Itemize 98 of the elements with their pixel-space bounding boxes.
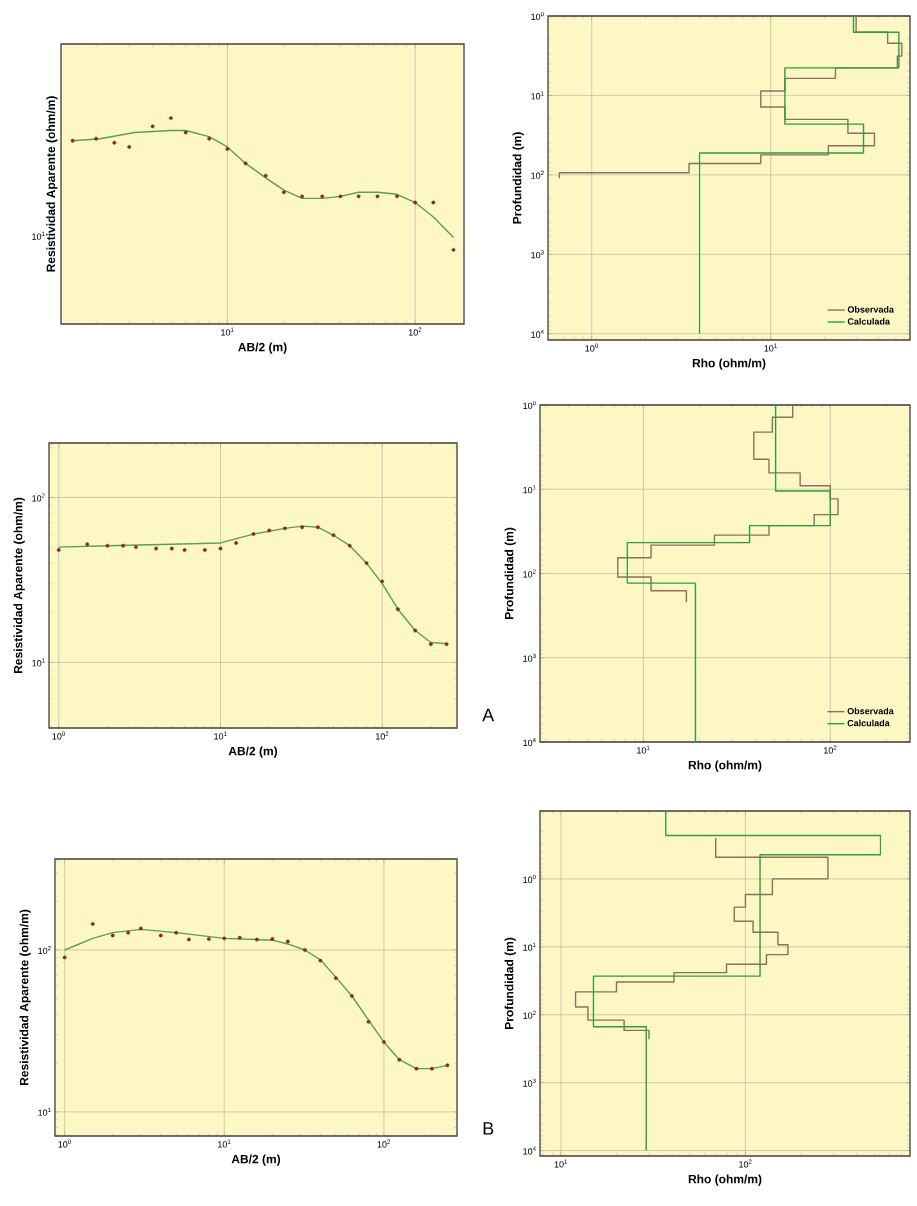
text: A	[482, 708, 495, 722]
point	[202, 548, 207, 552]
y-tick-label: 10$^{1}$	[531, 91, 544, 100]
point	[121, 543, 126, 548]
y-axis-title: Profundidad (m)	[512, 132, 524, 224]
y-tick-label: 10$^{3}$	[523, 653, 536, 662]
point	[154, 546, 159, 551]
x-tick-label: 10$^{2}$	[377, 1139, 391, 1148]
point	[222, 936, 227, 941]
x-axis-title: Rho (ohm/m)	[688, 1174, 762, 1186]
point	[331, 533, 336, 538]
y-axis-title: Resistividad Aparente (ohm/m)	[13, 497, 25, 674]
legend-label: Calculada	[847, 719, 890, 727]
point	[300, 194, 305, 199]
point	[303, 948, 307, 952]
point	[126, 930, 131, 935]
point	[105, 543, 110, 548]
y-tick-label: 10$^{4}$	[523, 737, 536, 747]
point	[112, 140, 117, 145]
x-tick-label: 10$^{1}$	[218, 1139, 231, 1148]
legend-label: Observada	[847, 306, 894, 313]
point	[364, 561, 369, 565]
point	[234, 541, 239, 545]
point	[267, 528, 272, 533]
point	[347, 543, 352, 548]
x-tick-label: 10$^{0}$	[58, 1139, 71, 1148]
x-axis-title: Rho (ohm/m)	[688, 760, 762, 772]
y-tick-label: 10$^{1}$	[523, 485, 536, 494]
point	[237, 935, 242, 940]
y-tick-label: 10$^{4}$	[523, 1146, 536, 1155]
point	[174, 930, 179, 935]
point	[110, 933, 115, 938]
y-tick-label: 10$^{2}$	[523, 569, 536, 578]
point	[282, 526, 287, 531]
point	[338, 194, 343, 199]
point	[150, 124, 155, 129]
point	[318, 958, 323, 963]
point	[251, 532, 256, 536]
point	[349, 994, 354, 998]
y-axis-title: Resistividad Aparente (ohm/m)	[19, 909, 31, 1086]
point	[315, 525, 320, 530]
x-axis-title: AB/2 (m)	[231, 1154, 281, 1166]
point	[158, 933, 163, 938]
x-axis-title: AB/2 (m)	[238, 342, 287, 354]
point	[413, 628, 418, 633]
legend-label: Observada	[847, 707, 894, 715]
point	[428, 642, 433, 647]
point	[169, 546, 174, 551]
y-axis-title: Profundidad (m)	[504, 527, 516, 620]
point	[444, 642, 449, 647]
point	[395, 607, 400, 612]
y-tick-label: 10$^{0}$	[523, 874, 536, 883]
point	[413, 200, 418, 205]
legend-label: Calculada	[847, 318, 890, 325]
y-tick-label: 10$^{2}$	[38, 945, 51, 955]
x-tick-label: 10$^{1}$	[214, 731, 227, 740]
point	[218, 546, 223, 551]
y-tick-label: 10$^{2}$	[523, 1010, 536, 1019]
point	[382, 1040, 386, 1044]
point	[375, 194, 380, 199]
point	[333, 976, 338, 981]
point	[207, 136, 212, 141]
point	[320, 194, 325, 199]
point	[168, 116, 173, 121]
y-tick-label: 10$^{2}$	[531, 170, 544, 179]
point	[94, 136, 99, 141]
point	[254, 937, 259, 942]
y-axis-title: Resistividad Aparente (ohm/m)	[46, 96, 58, 272]
y-tick-label: 10$^{1}$	[523, 942, 536, 951]
point	[397, 1057, 402, 1062]
y-tick-label: 10$^{0}$	[531, 11, 544, 21]
point	[263, 173, 268, 178]
point	[366, 1019, 371, 1024]
x-tick-label: 10$^{2}$	[375, 731, 389, 740]
y-axis-title: Profundidad (m)	[504, 937, 516, 1030]
y-tick-label: 10$^{4}$	[531, 329, 544, 338]
point	[414, 1066, 419, 1071]
y-tick-label: 10$^{3}$	[531, 250, 544, 259]
point	[300, 525, 305, 530]
point	[225, 147, 230, 151]
text: B	[483, 1122, 494, 1135]
x-tick-label: 10$^{0}$	[52, 731, 65, 740]
point	[431, 200, 436, 205]
point	[451, 247, 456, 252]
x-axis-title: Rho (ohm/m)	[692, 358, 766, 370]
point	[285, 939, 290, 944]
point	[243, 161, 248, 166]
y-tick-label: 10$^{3}$	[523, 1078, 536, 1087]
x-axis-title: AB/2 (m)	[228, 746, 278, 758]
y-tick-label: 10$^{0}$	[523, 400, 536, 410]
point	[356, 194, 361, 199]
point	[430, 1066, 434, 1071]
point	[206, 937, 211, 941]
point	[282, 190, 286, 195]
point	[380, 579, 385, 584]
point	[445, 1063, 450, 1068]
point	[395, 194, 399, 199]
point	[270, 937, 275, 941]
